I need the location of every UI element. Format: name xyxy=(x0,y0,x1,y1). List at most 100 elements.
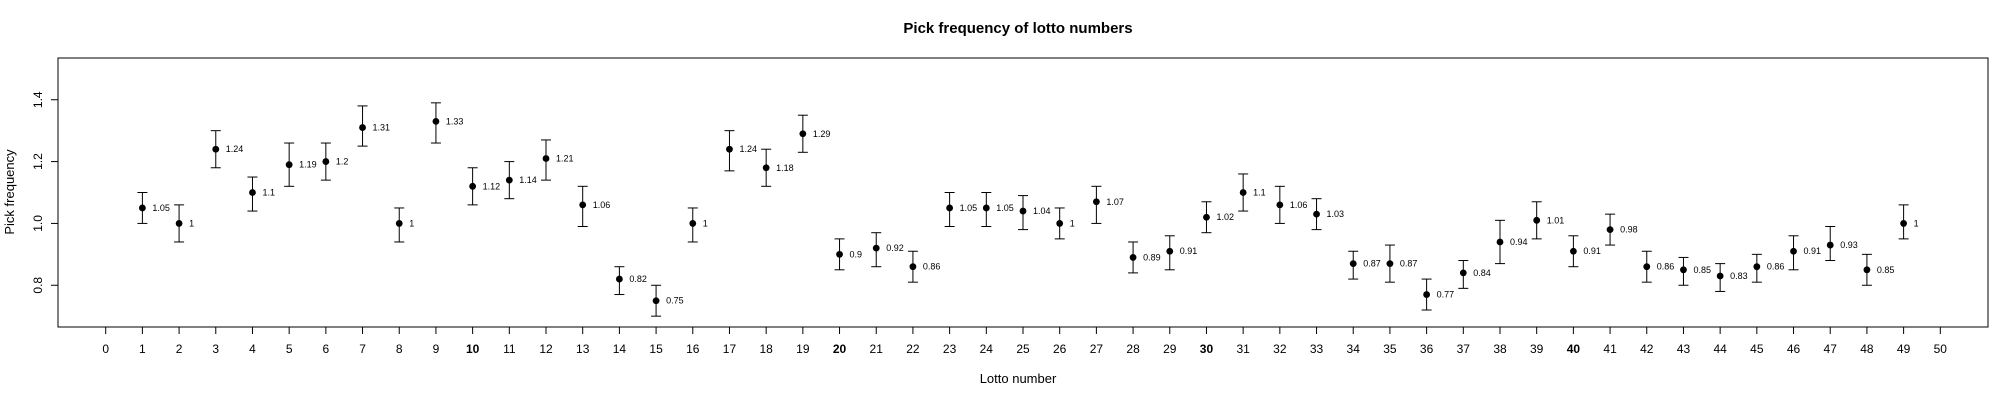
data-point-28: 0.89 xyxy=(1128,241,1161,274)
point-marker xyxy=(799,130,807,138)
point-marker xyxy=(1606,226,1614,234)
point-marker xyxy=(285,161,293,169)
x-tick-label: 5 xyxy=(286,342,293,356)
point-marker xyxy=(909,263,917,271)
y-axis-label: Pick frequency xyxy=(2,149,17,235)
data-point-30: 1.02 xyxy=(1201,201,1234,234)
x-tick-label: 32 xyxy=(1273,342,1287,356)
plot-frame xyxy=(57,57,1989,328)
data-label: 1.33 xyxy=(446,116,464,126)
data-point-17: 1.24 xyxy=(724,130,757,172)
data-points: 1.05 1 1.24 1.1 1.19 1.2 1.31 1 1.33 1.12 1.14 1.21… xyxy=(137,102,1919,317)
data-point-37: 0.84 xyxy=(1458,260,1491,289)
data-point-9: 1.33 xyxy=(430,102,464,144)
point-marker xyxy=(1826,241,1834,249)
point-marker xyxy=(1753,263,1761,271)
data-point-5: 1.19 xyxy=(284,142,317,187)
point-marker xyxy=(432,117,440,125)
x-tick-label: 49 xyxy=(1897,342,1911,356)
x-tick-label: 12 xyxy=(539,342,553,356)
data-label: 1.29 xyxy=(813,129,831,139)
data-label: 0.86 xyxy=(923,262,941,272)
data-point-7: 1.31 xyxy=(357,105,390,147)
chart-title: Pick frequency of lotto numbers xyxy=(903,20,1132,37)
point-marker xyxy=(1569,247,1577,255)
point-marker xyxy=(1459,269,1467,277)
x-tick-label: 35 xyxy=(1383,342,1397,356)
x-tick-label: 41 xyxy=(1603,342,1617,356)
x-tick-label: 23 xyxy=(943,342,957,356)
data-point-40: 0.91 xyxy=(1568,235,1601,268)
data-point-31: 1.1 xyxy=(1238,173,1266,212)
point-marker xyxy=(836,250,843,258)
x-axis: 0 1 2 3 4 5 6 7 8 9 10 11 12 13 14 15 16 17 18 19 20 21 22 23 24… xyxy=(102,326,1947,356)
x-tick-label: 28 xyxy=(1126,342,1140,356)
x-tick-label: 34 xyxy=(1347,342,1361,356)
data-label: 0.91 xyxy=(1583,246,1601,256)
point-marker xyxy=(505,176,513,184)
point-marker xyxy=(1863,266,1871,274)
x-tick-label: 0 xyxy=(102,342,109,356)
point-marker xyxy=(1019,207,1027,215)
data-label: 1.05 xyxy=(152,203,170,213)
x-tick-label: 4 xyxy=(249,342,256,356)
data-label: 1.24 xyxy=(226,144,244,154)
point-marker xyxy=(579,201,587,209)
point-marker xyxy=(946,204,954,212)
data-point-32: 1.06 xyxy=(1274,185,1308,224)
data-label: 0.98 xyxy=(1620,225,1638,235)
data-point-13: 1.06 xyxy=(577,185,610,228)
point-marker xyxy=(1386,260,1394,268)
data-label: 0.91 xyxy=(1180,246,1198,256)
data-label: 0.9 xyxy=(850,249,863,259)
data-point-42: 0.86 xyxy=(1641,250,1675,283)
x-tick-label: 43 xyxy=(1677,342,1691,356)
point-marker xyxy=(1239,189,1247,196)
point-marker xyxy=(1349,260,1357,268)
x-tick-label: 18 xyxy=(759,342,773,356)
point-marker xyxy=(652,297,660,305)
data-label: 1 xyxy=(409,218,414,228)
data-point-29: 0.91 xyxy=(1164,235,1198,271)
x-tick-label: 26 xyxy=(1053,342,1067,356)
point-marker xyxy=(982,204,990,212)
data-point-23: 1.05 xyxy=(944,192,977,228)
data-label: 0.83 xyxy=(1730,271,1748,281)
data-point-15: 0.75 xyxy=(651,284,684,317)
data-point-34: 0.87 xyxy=(1348,250,1381,280)
point-marker xyxy=(1643,263,1651,271)
point-marker xyxy=(1423,291,1431,298)
x-tick-label: 6 xyxy=(323,342,330,356)
x-tick-label: 7 xyxy=(359,342,366,356)
y-tick-label: 1.4 xyxy=(31,91,45,108)
data-point-27: 1.07 xyxy=(1091,185,1124,224)
data-label: 1.19 xyxy=(299,160,317,170)
point-marker xyxy=(359,124,366,131)
x-tick-label: 33 xyxy=(1310,342,1324,356)
data-label: 1.05 xyxy=(996,203,1014,213)
x-tick-label: 20 xyxy=(833,342,847,356)
x-tick-label: 1 xyxy=(139,342,146,356)
x-tick-label: 44 xyxy=(1713,342,1727,356)
data-label: 0.94 xyxy=(1510,237,1528,247)
data-label: 1.02 xyxy=(1216,212,1234,222)
data-label: 0.89 xyxy=(1143,252,1161,262)
point-marker xyxy=(1496,238,1504,246)
data-point-36: 0.77 xyxy=(1421,278,1454,311)
data-label: 0.84 xyxy=(1473,268,1491,278)
data-label: 1.06 xyxy=(1290,200,1308,210)
data-point-8: 1 xyxy=(394,207,414,243)
data-label: 0.85 xyxy=(1877,265,1895,275)
data-point-41: 0.98 xyxy=(1605,213,1638,246)
data-point-12: 1.21 xyxy=(541,139,574,181)
point-marker xyxy=(249,189,256,196)
x-tick-label: 3 xyxy=(212,342,219,356)
y-tick-label: 1.0 xyxy=(31,215,45,232)
data-point-21: 0.92 xyxy=(871,232,904,268)
x-tick-label: 42 xyxy=(1640,342,1654,356)
point-marker xyxy=(1092,198,1100,206)
data-label: 0.86 xyxy=(1657,262,1675,272)
data-point-20: 0.9 xyxy=(834,238,863,271)
point-marker xyxy=(1680,266,1687,274)
x-tick-label: 2 xyxy=(176,342,183,356)
